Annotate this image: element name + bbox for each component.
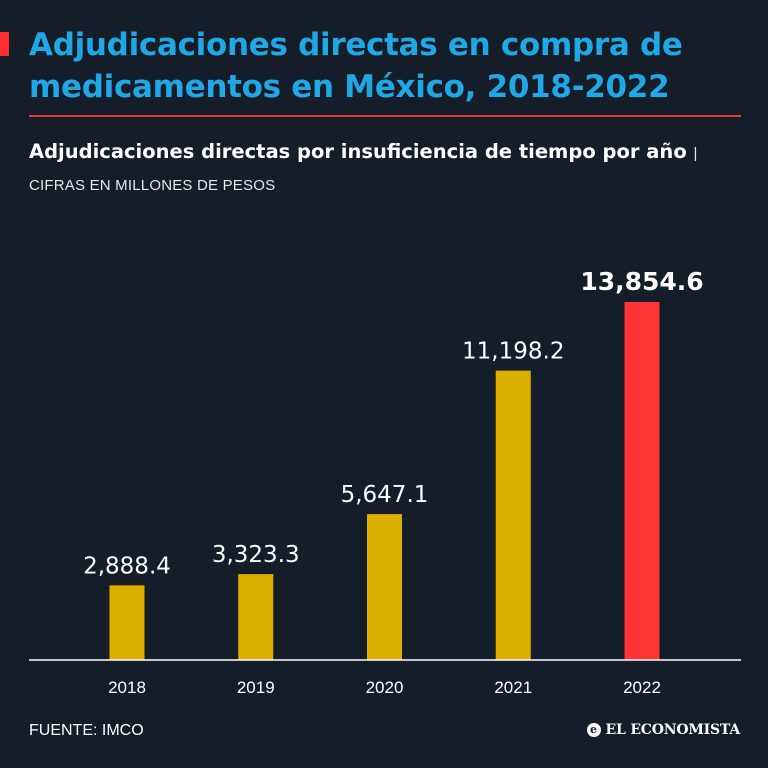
- x-tick-label-2021: 2021: [494, 678, 532, 697]
- value-label-2018: 2,888.4: [83, 553, 171, 579]
- value-label-2019: 3,323.3: [212, 542, 300, 568]
- brand-logo: e EL ECONOMISTA: [586, 722, 741, 738]
- bar-2018: [109, 585, 145, 660]
- page-title: Adjudicaciones directas en compra de med…: [29, 27, 683, 105]
- x-tick-label-2022: 2022: [623, 678, 661, 697]
- value-label-2022: 13,854.6: [580, 267, 703, 296]
- subtitle-units: CIFRAS EN MILLONES DE PESOS: [29, 177, 276, 194]
- x-axis-labels-group: 2018 2019 2020 2021 2022: [108, 678, 661, 697]
- x-tick-label-2018: 2018: [108, 678, 146, 697]
- accent-bar: [0, 32, 9, 56]
- bar-2021: [495, 370, 531, 660]
- value-label-2021: 11,198.2: [462, 339, 564, 365]
- brand-name: EL ECONOMISTA: [605, 722, 741, 738]
- value-label-2020: 5,647.1: [341, 482, 429, 508]
- value-labels-group: 2,888.4 3,323.3 5,647.1 11,198.2 13,854.6: [83, 267, 704, 579]
- bar-2022: [624, 302, 660, 660]
- subtitle-main: Adjudicaciones directas por insuficienci…: [29, 140, 687, 163]
- chart-subtitle: Adjudicaciones directas por insuficienci…: [29, 137, 749, 201]
- title-divider: [29, 115, 741, 117]
- x-tick-label-2020: 2020: [366, 678, 404, 697]
- brand-mark-icon: e: [586, 723, 601, 737]
- source-note: FUENTE: IMCO: [29, 722, 144, 739]
- subtitle-separator: |: [693, 145, 698, 162]
- bar-2020: [367, 514, 402, 660]
- x-tick-label-2019: 2019: [237, 678, 275, 697]
- bar-2019: [238, 574, 274, 660]
- bars-group: [109, 302, 660, 660]
